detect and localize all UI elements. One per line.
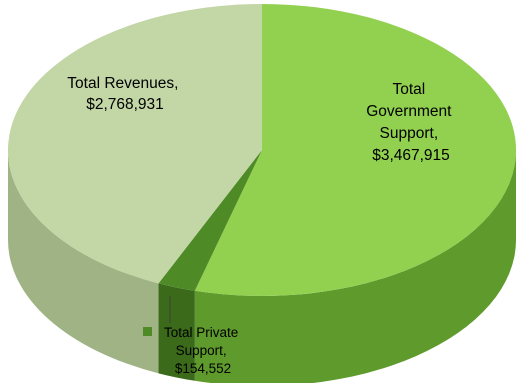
- legend-swatch-private-support: [143, 327, 152, 336]
- pie-slice-government-support: [194, 3, 517, 296]
- label-total-revenues: Total Revenues, $2,768,931: [67, 75, 182, 113]
- pie-slice-revenues: [7, 4, 263, 284]
- pie-side-private-support: [158, 283, 195, 381]
- pie-side-revenues: [8, 150, 159, 374]
- pie-sides: [8, 150, 516, 383]
- pie-tops: [7, 3, 517, 296]
- label-total-private-support: Total Private Support, $154,552: [164, 325, 242, 376]
- pie-labels: Total Revenues, $2,768,931 Total Governm…: [67, 75, 456, 164]
- pie-slice-private-support: [158, 150, 262, 291]
- label-total-government-support: Total Government Support, $3,467,915: [366, 81, 456, 164]
- pie-side-government-support: [194, 150, 516, 383]
